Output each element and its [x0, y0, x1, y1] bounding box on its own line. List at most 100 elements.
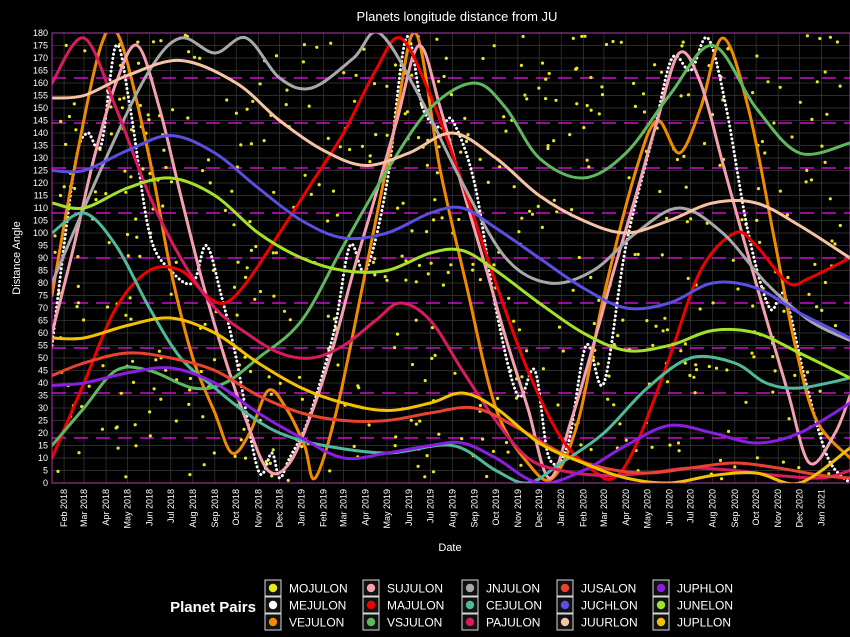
y-tick-label: 95: [38, 241, 48, 251]
y-tick-label: 145: [33, 116, 48, 126]
mojulon-point: [423, 475, 427, 479]
mojulon-point: [403, 112, 407, 116]
mojulon-point: [235, 313, 239, 317]
mojulon-point: [519, 63, 524, 67]
x-tick-label: Jun 2019: [404, 489, 414, 526]
series-line-juurlon: [52, 58, 850, 260]
mojulon-point: [597, 112, 601, 116]
mojulon-point: [805, 370, 810, 374]
mojulon-point: [751, 91, 755, 95]
mojulon-point: [570, 208, 574, 212]
mojulon-point: [426, 272, 430, 276]
mojulon-point: [134, 444, 138, 448]
mojulon-point: [94, 198, 98, 202]
mojulon-point: [245, 266, 249, 270]
mojulon-point: [751, 304, 755, 308]
mojulon-point: [206, 158, 211, 162]
y-tick-label: 10: [38, 453, 48, 463]
mojulon-point: [278, 381, 282, 385]
mojulon-point: [528, 209, 532, 213]
mojulon-point: [805, 34, 810, 38]
mojulon-point: [823, 280, 828, 285]
mojulon-point: [244, 275, 248, 279]
mojulon-point: [124, 313, 128, 317]
mojulon-point: [733, 465, 737, 469]
mojulon-point: [491, 449, 495, 453]
mojulon-point: [679, 349, 683, 353]
mojulon-point: [131, 380, 136, 384]
mojulon-point: [437, 432, 441, 436]
mojulon-point: [371, 260, 375, 264]
mojulon-point: [249, 142, 253, 146]
series-line-jupllon: [52, 316, 850, 483]
y-tick-label: 85: [38, 266, 48, 276]
mojulon-point: [486, 180, 490, 184]
y-tick-label: 150: [33, 103, 48, 113]
mojulon-point: [464, 139, 469, 143]
mojulon-point: [53, 250, 57, 254]
mojulon-point: [109, 105, 113, 109]
mojulon-point: [425, 454, 429, 458]
mojulon-point: [680, 44, 684, 48]
mojulon-point: [460, 437, 464, 441]
mojulon-point: [818, 36, 822, 41]
mojulon-point: [164, 165, 168, 170]
mojulon-point: [677, 449, 681, 453]
mojulon-point: [820, 144, 824, 148]
mojulon-point: [546, 146, 550, 151]
mojulon-point: [446, 270, 450, 275]
mojulon-point: [618, 422, 622, 426]
mojulon-point: [681, 40, 685, 44]
mojulon-point: [653, 63, 657, 67]
mojulon-point: [668, 443, 672, 447]
mojulon-point: [575, 102, 579, 106]
mojulon-point: [621, 318, 625, 322]
mojulon-point: [109, 132, 113, 136]
mojulon-point: [174, 419, 178, 423]
legend-label: MAJULON: [387, 599, 444, 613]
mojulon-point: [74, 128, 78, 132]
mojulon-point: [151, 40, 156, 44]
mojulon-point: [356, 384, 360, 388]
mojulon-point: [414, 318, 418, 322]
series-line-sujulon: [52, 43, 850, 480]
mojulon-point: [367, 423, 371, 427]
mojulon-point: [583, 34, 587, 38]
mojulon-point: [686, 276, 690, 280]
mojulon-point: [393, 444, 397, 448]
mojulon-point: [720, 477, 724, 481]
y-tick-label: 25: [38, 416, 48, 426]
x-tick-label: Nov 2018: [253, 489, 263, 528]
mojulon-point: [360, 144, 364, 148]
mojulon-point: [825, 112, 829, 116]
mojulon-point: [512, 319, 516, 323]
mojulon-point: [212, 358, 217, 362]
mojulon-point: [230, 189, 234, 193]
mojulon-point: [125, 232, 130, 237]
mojulon-point: [787, 417, 791, 421]
x-tick-label: Sep 2020: [730, 489, 740, 528]
mojulon-point: [790, 135, 794, 139]
mojulon-point: [823, 160, 827, 164]
mojulon-point: [725, 368, 729, 372]
mojulon-point: [208, 181, 212, 185]
mojulon-point: [425, 163, 429, 167]
mojulon-point: [650, 445, 654, 449]
mojulon-point: [138, 254, 142, 258]
mojulon-point: [393, 346, 397, 350]
mojulon-point: [249, 248, 253, 252]
mojulon-point: [582, 126, 586, 130]
mojulon-point: [571, 36, 575, 41]
mojulon-point: [471, 262, 475, 266]
mojulon-point: [141, 167, 145, 171]
mojulon-point: [114, 426, 118, 430]
x-tick-label: Apr 2018: [101, 489, 111, 526]
mojulon-point: [457, 217, 461, 222]
mojulon-point: [782, 309, 786, 313]
legend-label: SUJULON: [387, 582, 443, 596]
mojulon-point: [557, 325, 562, 329]
legend: MOJULON MEJULON VEJULON SUJULON MAJULON VSJUL…: [264, 579, 733, 631]
mojulon-point: [159, 39, 163, 43]
mojulon-point: [514, 396, 519, 400]
mojulon-point: [338, 145, 342, 149]
